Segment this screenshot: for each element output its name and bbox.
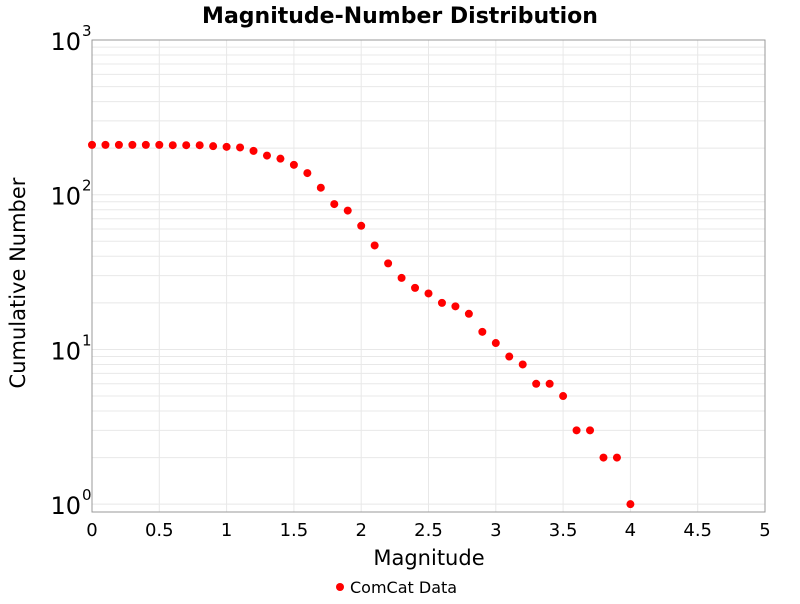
- data-point: [303, 169, 312, 178]
- legend: ComCat Data: [336, 578, 457, 597]
- legend-label: ComCat Data: [350, 578, 457, 597]
- x-tick-label: 0: [86, 520, 97, 541]
- x-tick-label: 3: [490, 520, 501, 541]
- data-point: [209, 142, 218, 151]
- data-point: [505, 352, 514, 361]
- data-point: [572, 426, 581, 435]
- x-tick-label: 2: [355, 520, 366, 541]
- grid: [91, 40, 766, 512]
- data-point: [182, 141, 191, 150]
- data-point: [384, 259, 393, 268]
- data-point: [357, 221, 366, 230]
- data-point: [114, 140, 123, 149]
- data-points: [88, 140, 635, 509]
- data-point: [101, 140, 110, 149]
- x-tick-label: 1: [221, 520, 232, 541]
- y-axis-label: Cumulative Number: [6, 177, 30, 388]
- x-axis-label: Magnitude: [373, 546, 484, 570]
- y-tick-base: 10: [50, 337, 81, 365]
- y-tick-label: 10 0: [50, 486, 91, 520]
- data-point: [586, 426, 595, 435]
- data-point: [451, 302, 460, 311]
- data-point: [424, 289, 433, 298]
- x-tick-label: 0.5: [145, 520, 174, 541]
- x-tick-label: 5: [759, 520, 770, 541]
- x-tick-label: 4.5: [683, 520, 712, 541]
- data-point: [195, 141, 204, 150]
- plot-area: [91, 39, 766, 513]
- data-point: [437, 298, 446, 307]
- y-tick-exponent: 2: [82, 177, 92, 195]
- data-point: [491, 339, 500, 348]
- y-tick-base: 10: [50, 28, 81, 56]
- data-point: [532, 379, 541, 388]
- legend-marker: [336, 583, 344, 591]
- data-point: [343, 206, 352, 215]
- data-point: [411, 283, 420, 292]
- data-point: [249, 146, 258, 155]
- x-tick-label: 1.5: [280, 520, 309, 541]
- y-tick-base: 10: [50, 183, 81, 211]
- data-point: [128, 140, 137, 149]
- data-point: [559, 392, 568, 401]
- data-point: [478, 327, 487, 336]
- data-point: [330, 200, 339, 209]
- data-point: [464, 309, 473, 318]
- data-point: [545, 379, 554, 388]
- data-point: [289, 160, 298, 169]
- x-axis: 0 0.5 1 1.5 2 2.5 3 3.5 4 4.5 5: [86, 520, 770, 541]
- x-tick-label: 2.5: [414, 520, 443, 541]
- data-point: [141, 140, 150, 149]
- y-tick-exponent: 3: [82, 22, 92, 40]
- data-point: [236, 143, 245, 152]
- data-point: [397, 273, 406, 282]
- data-point: [370, 241, 379, 250]
- x-tick-label: 3.5: [549, 520, 578, 541]
- y-tick-label: 10 1: [50, 331, 91, 365]
- data-point: [316, 183, 325, 192]
- y-tick-exponent: 0: [82, 486, 92, 504]
- data-point: [276, 154, 285, 163]
- data-point: [155, 140, 164, 149]
- data-point: [518, 360, 527, 369]
- data-point: [168, 141, 177, 150]
- data-point: [626, 500, 635, 509]
- data-point: [222, 142, 231, 151]
- data-point: [612, 453, 621, 462]
- y-tick-exponent: 1: [82, 331, 92, 349]
- data-point: [88, 140, 96, 149]
- y-tick-base: 10: [50, 492, 81, 520]
- data-point: [599, 453, 608, 462]
- x-tick-label: 4: [625, 520, 636, 541]
- y-tick-label: 10 3: [50, 22, 91, 56]
- chart-title: Magnitude-Number Distribution: [202, 4, 598, 29]
- y-tick-label: 10 2: [50, 177, 91, 211]
- data-point: [262, 151, 271, 160]
